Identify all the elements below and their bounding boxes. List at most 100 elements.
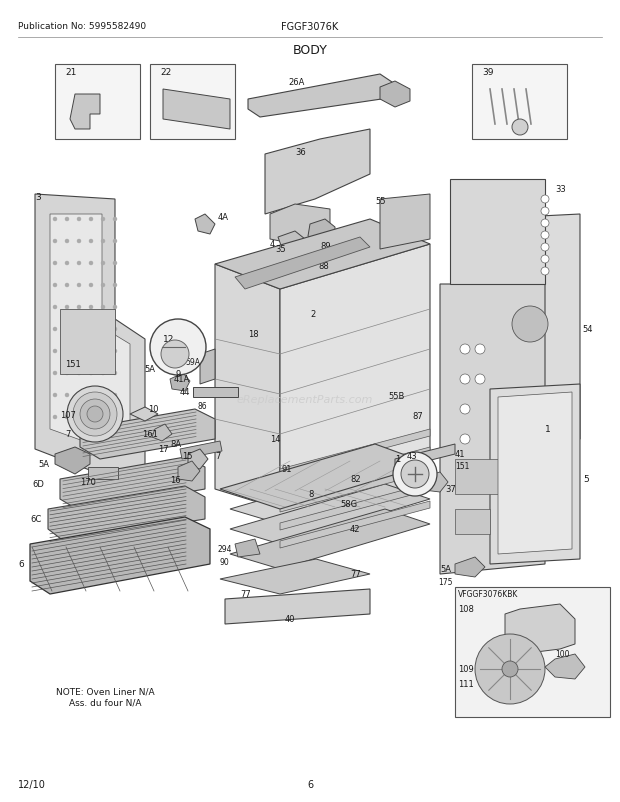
Circle shape xyxy=(113,371,117,375)
Circle shape xyxy=(113,240,117,244)
Circle shape xyxy=(101,415,105,419)
Circle shape xyxy=(77,306,81,310)
Circle shape xyxy=(512,306,548,342)
Circle shape xyxy=(89,217,93,221)
Circle shape xyxy=(101,261,105,265)
Text: 6: 6 xyxy=(18,559,24,569)
Circle shape xyxy=(53,240,57,244)
Polygon shape xyxy=(308,240,335,261)
Circle shape xyxy=(65,240,69,244)
Bar xyxy=(193,387,238,398)
Text: 7: 7 xyxy=(65,429,71,439)
Bar xyxy=(150,65,235,140)
Circle shape xyxy=(161,341,189,369)
Circle shape xyxy=(89,371,93,375)
Text: 5A: 5A xyxy=(144,365,155,374)
Polygon shape xyxy=(70,95,100,130)
Text: BODY: BODY xyxy=(293,44,327,57)
Text: 40: 40 xyxy=(285,614,296,623)
Polygon shape xyxy=(35,195,145,475)
Polygon shape xyxy=(195,215,215,235)
Polygon shape xyxy=(50,215,130,448)
Circle shape xyxy=(101,394,105,398)
Polygon shape xyxy=(248,75,395,118)
Polygon shape xyxy=(220,559,370,594)
Bar xyxy=(55,65,140,140)
Text: 36: 36 xyxy=(295,148,306,157)
Text: 33: 33 xyxy=(555,184,565,194)
Text: 151: 151 xyxy=(455,461,469,471)
Text: 8: 8 xyxy=(308,489,313,498)
Text: 5A: 5A xyxy=(38,460,49,468)
Circle shape xyxy=(53,350,57,354)
Circle shape xyxy=(77,371,81,375)
Polygon shape xyxy=(230,464,430,525)
Text: 77: 77 xyxy=(350,569,361,578)
Circle shape xyxy=(475,634,545,704)
Circle shape xyxy=(77,327,81,331)
Polygon shape xyxy=(225,589,370,624)
Text: 3: 3 xyxy=(407,461,412,471)
Polygon shape xyxy=(235,237,370,290)
Text: 170: 170 xyxy=(80,477,96,486)
Text: 8A: 8A xyxy=(170,439,181,448)
Polygon shape xyxy=(308,220,335,244)
Text: NOTE: Oven Liner N/A
Ass. du four N/A: NOTE: Oven Liner N/A Ass. du four N/A xyxy=(56,687,154,707)
Text: Publication No: 5995582490: Publication No: 5995582490 xyxy=(18,22,146,31)
Polygon shape xyxy=(30,517,210,594)
Circle shape xyxy=(53,284,57,288)
Bar xyxy=(455,587,610,717)
Text: 161: 161 xyxy=(142,429,158,439)
Circle shape xyxy=(502,661,518,677)
Circle shape xyxy=(475,375,485,384)
Polygon shape xyxy=(450,180,545,285)
Circle shape xyxy=(53,306,57,310)
Polygon shape xyxy=(280,501,430,549)
Text: 77: 77 xyxy=(240,589,250,598)
Circle shape xyxy=(65,284,69,288)
Text: 4: 4 xyxy=(270,240,275,249)
Text: 15: 15 xyxy=(182,452,192,460)
Text: 16: 16 xyxy=(170,476,180,484)
Text: 21: 21 xyxy=(65,68,76,77)
Text: 39: 39 xyxy=(482,68,494,77)
Circle shape xyxy=(89,306,93,310)
Text: 107: 107 xyxy=(60,411,76,420)
Bar xyxy=(88,468,118,480)
Circle shape xyxy=(460,404,470,415)
Circle shape xyxy=(101,327,105,331)
Text: FGGF3076K: FGGF3076K xyxy=(281,22,339,32)
Circle shape xyxy=(65,371,69,375)
Circle shape xyxy=(77,261,81,265)
Circle shape xyxy=(53,394,57,398)
Text: 55B: 55B xyxy=(388,391,404,400)
Circle shape xyxy=(101,371,105,375)
Polygon shape xyxy=(215,220,430,290)
Polygon shape xyxy=(230,509,430,569)
Circle shape xyxy=(77,240,81,244)
Text: 10: 10 xyxy=(148,404,159,414)
Polygon shape xyxy=(188,449,208,469)
Polygon shape xyxy=(498,392,572,554)
Text: 55: 55 xyxy=(375,196,386,206)
Polygon shape xyxy=(235,539,260,557)
Polygon shape xyxy=(170,374,190,391)
Polygon shape xyxy=(178,461,200,481)
Circle shape xyxy=(113,415,117,419)
Text: 6D: 6D xyxy=(32,480,44,488)
Text: 41A: 41A xyxy=(174,375,190,383)
Circle shape xyxy=(541,208,549,216)
Circle shape xyxy=(541,256,549,264)
Polygon shape xyxy=(60,457,205,512)
Text: 87: 87 xyxy=(412,411,423,420)
Circle shape xyxy=(53,261,57,265)
Circle shape xyxy=(541,232,549,240)
Circle shape xyxy=(512,119,528,136)
Circle shape xyxy=(89,240,93,244)
Polygon shape xyxy=(440,285,545,574)
Circle shape xyxy=(101,306,105,310)
Circle shape xyxy=(89,415,93,419)
Text: 1: 1 xyxy=(395,455,401,464)
Circle shape xyxy=(89,284,93,288)
Circle shape xyxy=(89,394,93,398)
